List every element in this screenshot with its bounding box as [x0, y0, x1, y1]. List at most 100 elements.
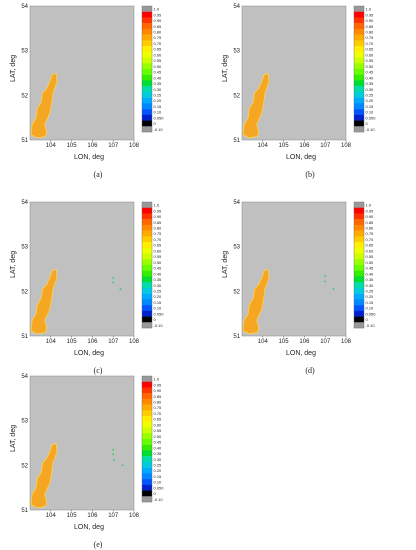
colorbar-label: 0.55: [366, 254, 375, 259]
colorbar-swatch: [142, 126, 152, 133]
x-tick-label: 104: [258, 143, 269, 149]
colorbar-label: 0.45: [154, 266, 163, 271]
colorbar-label: 0.85: [154, 394, 163, 399]
colorbar-label: 0.10: [154, 110, 163, 115]
colorbar-label: 0: [366, 121, 369, 126]
colorbar-label: 0.35: [154, 451, 163, 456]
colorbar-label: 0.40: [154, 445, 163, 450]
colorbar-label: 0.75: [154, 35, 163, 40]
y-tick-label: 54: [233, 4, 240, 10]
colorbar-label: 0: [154, 317, 157, 322]
data-region: [30, 72, 58, 139]
colorbar-swatch: [142, 259, 152, 266]
colorbar-swatch: [142, 69, 152, 75]
y-tick-label: 54: [21, 4, 28, 10]
colorbar-frame: [353, 5, 365, 133]
colorbar-swatch: [142, 120, 152, 127]
data-region: [30, 268, 58, 335]
colorbar-label: 0.85: [366, 24, 375, 29]
colorbar-swatch: [142, 456, 152, 463]
colorbar-frame: [141, 375, 153, 503]
colorbar-swatch: [354, 259, 364, 266]
y-tick-label: 54: [233, 200, 240, 206]
colorbar-swatch: [142, 484, 152, 491]
colorbar-swatch: [142, 287, 152, 294]
colorbar-swatch: [142, 213, 152, 220]
colorbar-swatch: [142, 74, 152, 81]
colorbar-swatch: [142, 433, 152, 440]
y-tick-label: 52: [233, 93, 240, 99]
colorbar-swatch: [142, 224, 152, 231]
colorbar-label: 0.40: [366, 75, 375, 80]
colorbar-label: 0.65: [366, 243, 375, 248]
colorbar-swatch: [354, 23, 364, 30]
x-tick-label: 105: [67, 513, 78, 519]
y-axis-label: LAT, deg: [10, 54, 17, 82]
colorbar-swatch: [142, 479, 152, 486]
colorbar-label: 0.50: [154, 64, 163, 69]
x-tick-label: 104: [258, 339, 269, 345]
colorbar-label: 0.15: [154, 300, 163, 305]
colorbar-swatch: [142, 103, 152, 110]
colorbar-swatch: [142, 427, 152, 434]
colorbar-swatch: [354, 305, 364, 312]
colorbar-swatch: [354, 270, 364, 277]
data-region: [242, 268, 270, 335]
colorbar-swatch: [354, 103, 364, 110]
colorbar-label: -0.10: [154, 497, 164, 502]
colorbar-swatch: [142, 265, 152, 271]
colorbar-swatch: [354, 109, 364, 116]
colorbar-label: 0.25: [366, 288, 375, 293]
colorbar-label: 0.15: [366, 300, 375, 305]
panel-caption: (c): [93, 366, 103, 375]
colorbar-label: 0.65: [366, 47, 375, 52]
colorbar-swatch: [354, 219, 364, 226]
colorbar-swatch: [354, 126, 364, 133]
y-tick-label: 53: [21, 245, 28, 251]
colorbar-swatch: [142, 40, 152, 47]
colorbar-swatch: [354, 207, 364, 214]
colorbar-swatch: [354, 236, 364, 243]
colorbar-swatch: [354, 120, 364, 127]
colorbar-swatch: [354, 34, 364, 41]
colorbar-label: 0.65: [154, 417, 163, 422]
data-region: [242, 72, 270, 139]
colorbar-label: 0.85: [366, 220, 375, 225]
y-tick-label: 54: [21, 374, 28, 380]
data-point: [119, 288, 122, 290]
colorbar-swatch: [142, 282, 152, 289]
colorbar-label: 0.10: [154, 480, 163, 485]
colorbar-swatch: [142, 97, 152, 104]
colorbar-label: 0.050: [154, 485, 165, 490]
colorbar-swatch: [354, 86, 364, 93]
colorbar-label: 1.0: [154, 203, 160, 208]
colorbar-label: -0.10: [366, 127, 376, 132]
colorbar-swatch: [354, 253, 364, 260]
colorbar-frame: [141, 201, 153, 329]
colorbar-label: 0.95: [366, 12, 375, 17]
colorbar-swatch: [354, 114, 364, 121]
colorbar-label: 0.20: [154, 98, 163, 103]
colorbar-label: 0.25: [154, 92, 163, 97]
x-tick-label: 104: [46, 143, 57, 149]
y-tick-label: 51: [21, 508, 28, 514]
colorbar-label: 0.35: [154, 277, 163, 282]
colorbar-swatch: [354, 74, 364, 81]
colorbar-label: 0.55: [154, 58, 163, 63]
x-axis-label: LON, deg: [74, 524, 104, 531]
y-tick-label: 51: [233, 138, 240, 144]
colorbar-label: 0.80: [154, 399, 163, 404]
colorbar-swatch: [354, 6, 364, 12]
colorbar-label: 0: [154, 121, 157, 126]
x-tick-label: 106: [87, 513, 98, 519]
panel-caption: (d): [305, 366, 315, 375]
colorbar-swatch: [354, 276, 364, 283]
x-tick-label: 106: [87, 143, 98, 149]
data-point: [112, 453, 114, 455]
colorbar-label: 0.75: [366, 35, 375, 40]
colorbar-label: 1.0: [366, 7, 372, 12]
colorbar-swatch: [354, 230, 364, 237]
y-tick-label: 53: [233, 245, 240, 251]
